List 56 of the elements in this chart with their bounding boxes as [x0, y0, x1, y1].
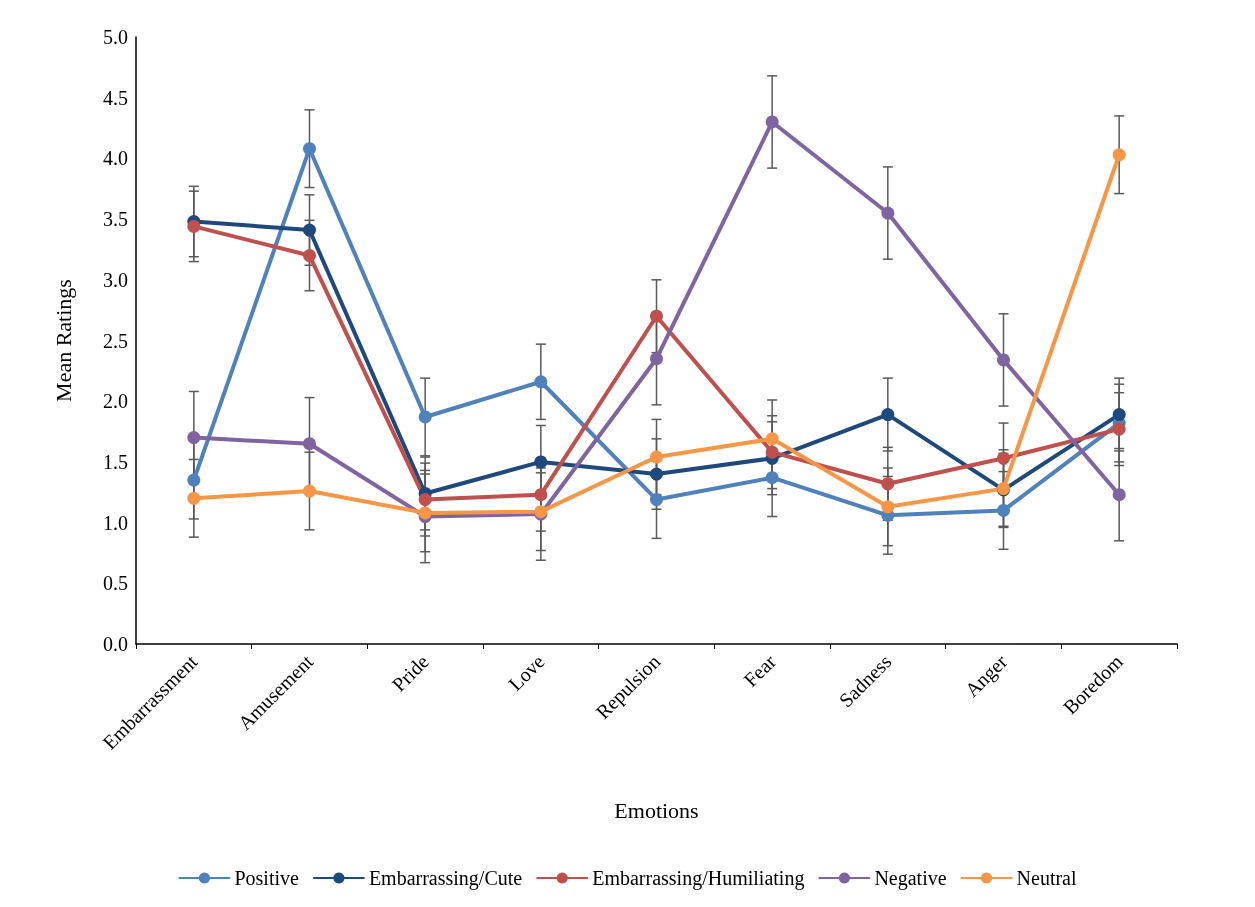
y-tick-label: 2.0	[103, 390, 128, 413]
point	[650, 450, 663, 464]
legend-label: Embarrassing/Humiliating	[592, 867, 805, 890]
point	[1112, 148, 1126, 162]
legend-label: Positive	[234, 867, 300, 889]
y-tick-label: 0.5	[103, 572, 128, 595]
point	[650, 493, 663, 507]
point	[765, 445, 779, 459]
point	[650, 309, 663, 323]
point	[534, 488, 548, 502]
point	[1112, 422, 1126, 436]
point	[534, 375, 548, 389]
x-tick-label: Love	[504, 650, 549, 695]
point	[187, 219, 201, 233]
legend-label: Negative	[874, 867, 947, 890]
point	[997, 353, 1010, 367]
y-tick-label: 2.5	[103, 329, 128, 352]
point	[765, 432, 779, 446]
point	[187, 491, 201, 505]
point	[997, 451, 1010, 465]
point	[303, 142, 316, 156]
y-tick-label: 3.0	[103, 268, 128, 291]
point	[418, 410, 432, 424]
y-tick-label: 1.0	[103, 511, 128, 534]
y-tick-label: 1.5	[103, 450, 128, 473]
x-tick-label: Pride	[387, 650, 434, 696]
y-tick-label: 5.0	[103, 26, 128, 48]
y-axis-title: Mean Ratings	[50, 279, 76, 402]
point	[187, 473, 201, 487]
y-tick-label: 4.5	[103, 86, 128, 109]
point	[650, 467, 663, 481]
point	[303, 484, 316, 498]
point	[1112, 408, 1126, 422]
point	[765, 115, 779, 129]
point	[418, 493, 432, 507]
point	[303, 249, 316, 263]
point	[881, 408, 895, 422]
legend-label: Neutral	[1016, 867, 1077, 889]
x-tick-label: Fear	[739, 649, 781, 691]
point	[187, 431, 201, 445]
point	[534, 455, 548, 469]
y-tick-label: 3.5	[103, 208, 128, 231]
point	[881, 206, 895, 220]
point	[418, 506, 432, 520]
legend-label: Embarrassing/Cute	[368, 867, 523, 890]
point	[997, 503, 1010, 517]
y-tick-label: 4.0	[103, 147, 128, 170]
y-tick-label: 0.0	[103, 633, 128, 655]
point	[881, 477, 895, 491]
point	[1112, 488, 1126, 502]
point	[303, 223, 316, 237]
point	[303, 437, 316, 451]
point	[650, 352, 663, 366]
point	[765, 471, 779, 485]
point	[881, 500, 895, 514]
x-axis-title: Emotions	[614, 797, 699, 823]
